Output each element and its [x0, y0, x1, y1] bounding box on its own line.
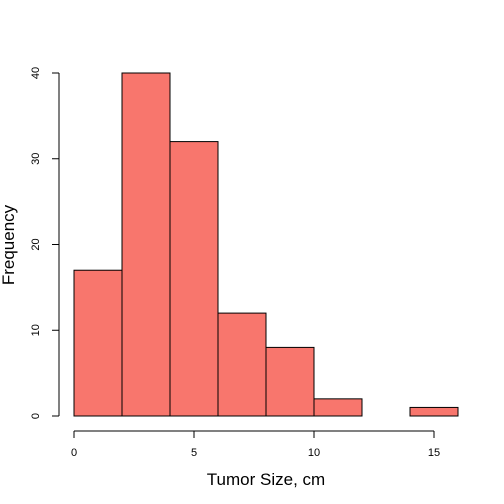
- histogram-bar-5: [313, 398, 363, 417]
- histogram-bar-4: [265, 346, 315, 417]
- y-tick-label: 30: [30, 153, 42, 165]
- y-axis-title: Frequency: [0, 204, 18, 285]
- histogram-bar-0: [73, 269, 123, 417]
- histogram-bar-1: [121, 72, 171, 417]
- x-tick-label: 5: [191, 447, 197, 459]
- histogram-bar-7: [409, 406, 459, 417]
- histogram-bar-3: [217, 312, 267, 417]
- y-tick-label: 40: [30, 67, 42, 79]
- x-axis: 0 5 10 15: [71, 430, 440, 459]
- y-axis: 0 10 20 30 40: [30, 67, 60, 419]
- y-tick-label: 10: [30, 324, 42, 336]
- x-tick-label: 10: [308, 447, 320, 459]
- y-tick-label: 0: [30, 413, 42, 419]
- x-tick-label: 0: [71, 447, 77, 459]
- bars-group: [73, 72, 459, 417]
- x-axis-title: Tumor Size, cm: [207, 470, 325, 489]
- y-tick-label: 20: [30, 238, 42, 250]
- histogram-bar-2: [169, 141, 219, 417]
- x-tick-label: 15: [428, 447, 440, 459]
